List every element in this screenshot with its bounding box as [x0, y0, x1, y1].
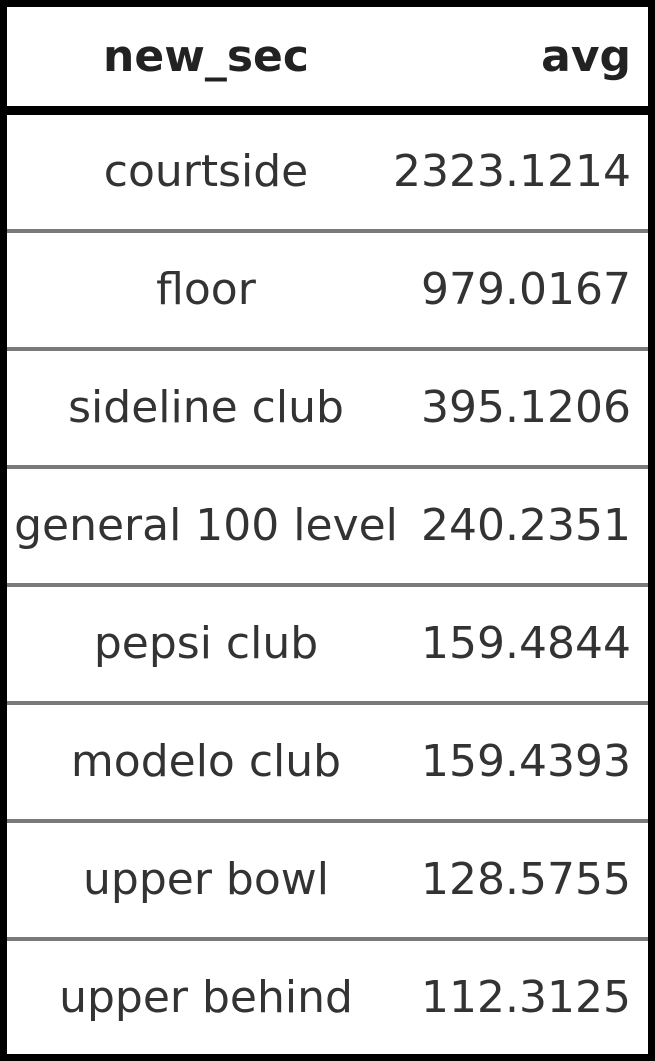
cell-avg: 2323.1214 — [393, 146, 631, 197]
table-row: modelo club 159.4393 — [7, 705, 648, 823]
cell-avg: 240.2351 — [421, 500, 631, 551]
column-header-avg: avg — [541, 30, 631, 82]
table-row: floor 979.0167 — [7, 233, 648, 351]
table-row: sideline club 395.1206 — [7, 351, 648, 469]
table-header-row: new_sec avg — [7, 7, 648, 115]
table-body: courtside 2323.1214 floor 979.0167 sideline … — [7, 115, 648, 1059]
table-row: courtside 2323.1214 — [7, 115, 648, 233]
table-row: upper bowl 128.5755 — [7, 823, 648, 941]
cell-new-sec: courtside — [103, 146, 309, 197]
cell-avg: 159.4393 — [421, 736, 631, 787]
cell-new-sec: sideline club — [68, 382, 344, 433]
table-row: general 100 level 240.2351 — [7, 469, 648, 587]
cell-avg: 979.0167 — [421, 264, 631, 315]
table-row: pepsi club 159.4844 — [7, 587, 648, 705]
cell-avg: 112.3125 — [421, 972, 631, 1023]
cell-avg: 395.1206 — [421, 382, 631, 433]
table-row: upper behind 112.3125 — [7, 941, 648, 1059]
cell-new-sec: modelo club — [70, 736, 342, 787]
cell-new-sec: upper behind — [59, 972, 353, 1023]
cell-new-sec: pepsi club — [93, 618, 319, 669]
cell-new-sec: upper bowl — [83, 854, 329, 905]
cell-new-sec: general 100 level — [14, 500, 398, 551]
cell-new-sec: floor — [156, 264, 256, 315]
cell-avg: 128.5755 — [421, 854, 631, 905]
column-header-new-sec: new_sec — [103, 30, 309, 82]
cell-avg: 159.4844 — [421, 618, 631, 669]
